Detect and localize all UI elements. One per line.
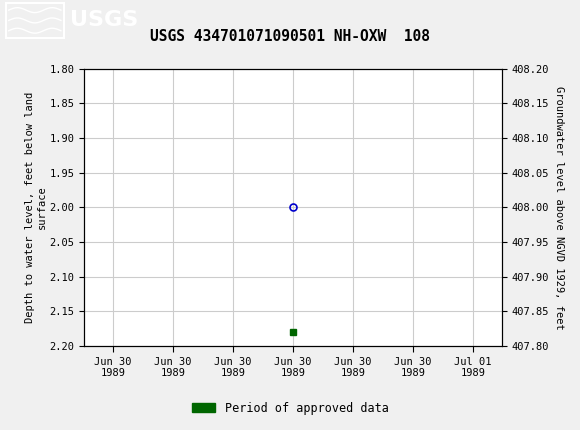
Y-axis label: Depth to water level, feet below land
surface: Depth to water level, feet below land su… bbox=[25, 92, 46, 323]
Legend: Period of approved data: Period of approved data bbox=[187, 397, 393, 420]
Text: USGS: USGS bbox=[70, 10, 138, 31]
Bar bbox=[6, 3, 64, 37]
Text: USGS 434701071090501 NH-OXW  108: USGS 434701071090501 NH-OXW 108 bbox=[150, 29, 430, 44]
Y-axis label: Groundwater level above NGVD 1929, feet: Groundwater level above NGVD 1929, feet bbox=[554, 86, 564, 329]
